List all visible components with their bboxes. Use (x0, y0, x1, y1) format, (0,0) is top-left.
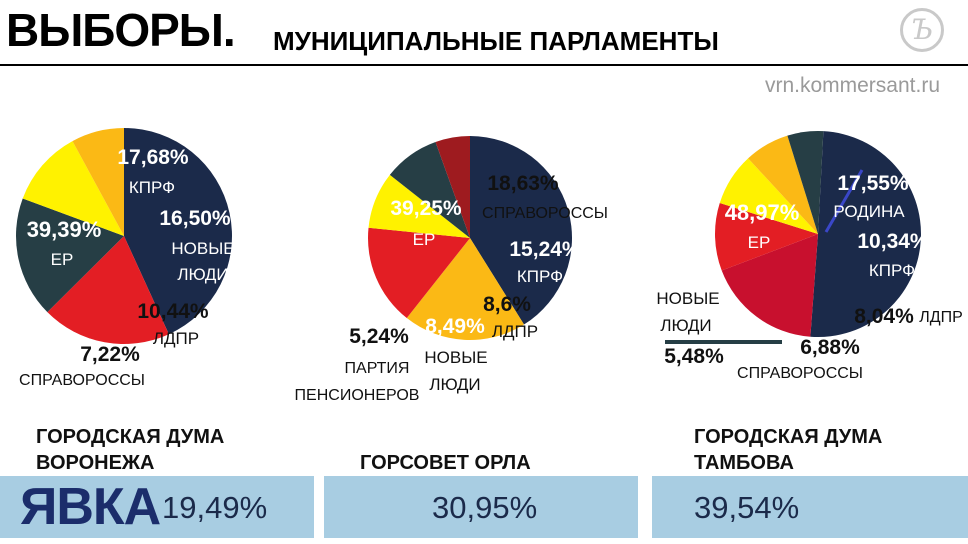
pie-slice-0-0 (124, 128, 232, 335)
tmb-kprf-name: КПРФ (869, 261, 915, 280)
pie-slice-0-1 (47, 236, 169, 344)
vrn-er-pct: 39,39% (27, 217, 102, 242)
vrn-np-name-1: НОВЫЕ (171, 239, 234, 258)
header-divider (0, 64, 968, 66)
pie-slice-1-5 (435, 136, 470, 238)
orel-pens-pct: 5,24% (349, 325, 409, 348)
pie-voronezh (16, 128, 232, 344)
pie-charts: 39,39% ЕР 17,68% КПРФ 16,50% НОВЫЕ ЛЮДИ … (16, 128, 963, 404)
page-title: ВЫБОРЫ. (6, 4, 236, 56)
pie-orel (368, 136, 572, 340)
pie-slice-0-2 (16, 198, 125, 313)
vrn-sr-name: СПРАВОРОССЫ (19, 372, 145, 389)
orel-np-name-2: ЛЮДИ (429, 375, 480, 394)
pie-slice-2-2 (714, 203, 818, 271)
pie-slice-1-1 (406, 238, 524, 340)
tmb-ldpr-name: ЛДПР (919, 309, 963, 326)
pie-slice-2-3 (719, 158, 818, 234)
pie-tambov (714, 131, 921, 337)
orel-np-name-1: НОВЫЕ (424, 348, 487, 367)
tmb-sr-name: СПРАВОРОССЫ (737, 365, 863, 382)
caption-tambov-line1: ГОРОДСКАЯ ДУМА (694, 426, 883, 448)
tmb-kprf-pct: 10,34% (857, 230, 929, 253)
pie-slice-1-4 (389, 142, 470, 238)
vrn-np-name-2: ЛЮДИ (177, 265, 228, 284)
turnout-bar-orel (324, 476, 638, 538)
vrn-ldpr-pct: 10,44% (137, 300, 209, 323)
vrn-kprf-name: КПРФ (129, 178, 175, 197)
tmb-sr-pct: 6,88% (800, 336, 860, 359)
turnout-bar-voronezh (0, 476, 314, 538)
orel-kprf-pct: 15,24% (509, 238, 581, 261)
turnout-value-orel: 30,95% (432, 490, 538, 525)
orel-er-pct: 39,25% (390, 197, 462, 220)
tmb-ldpr-pct: 8,04% (854, 305, 914, 328)
tmb-er-name: ЕР (748, 233, 771, 252)
pie-slice-1-0 (470, 136, 572, 325)
tmb-np-pct: 5,48% (664, 345, 724, 368)
orel-sr-pct: 18,63% (487, 172, 559, 195)
orel-sr-name: СПРАВОРОССЫ (482, 205, 608, 222)
caption-voronezh-line2: ВОРОНЕЖА (36, 452, 155, 474)
tmb-rodina-pct: 17,55% (837, 172, 909, 195)
tmb-er-pct: 48,97% (725, 200, 800, 225)
tmb-np-name-2: ЛЮДИ (660, 316, 711, 335)
turnout-value-tambov: 39,54% (694, 490, 800, 525)
vrn-np-pct: 16,50% (159, 207, 231, 230)
tmb-np-name-1: НОВЫЕ (656, 289, 719, 308)
orel-pens-name-1: ПАРТИЯ (345, 360, 410, 377)
orel-np-pct: 8,49% (425, 315, 485, 338)
turnout-bar-tambov (652, 476, 968, 538)
turnout-value-voronezh: 19,49% (162, 490, 268, 525)
orel-ldpr-pct: 8,6% (483, 293, 531, 316)
vrn-ldpr-name: ЛДПР (153, 329, 199, 348)
pie-slice-1-3 (368, 174, 470, 238)
orel-er-name: ЕР (413, 230, 436, 249)
kommersant-logo-icon: Ъ (900, 8, 944, 52)
pie-slice-2-1 (721, 234, 818, 337)
vrn-kprf-pct: 17,68% (117, 146, 189, 169)
caption-orel: ГОРСОВЕТ ОРЛА (360, 452, 531, 474)
vrn-sr-pct: 7,22% (80, 343, 140, 366)
turnout-label: ЯВКА (20, 478, 161, 536)
orel-pens-name-2: ПЕНСИОНЕРОВ (295, 387, 420, 404)
site-url: vrn.kommersant.ru (764, 74, 940, 97)
pie-slice-2-4 (748, 135, 818, 234)
pie-slice-0-4 (72, 128, 124, 236)
caption-tambov-line2: ТАМБОВА (694, 452, 794, 474)
orel-ldpr-name: ЛДПР (492, 322, 538, 341)
orel-kprf-name: КПРФ (517, 267, 563, 286)
leader-line-tmb-rodina (824, 169, 864, 233)
pie-slice-2-0 (810, 131, 921, 337)
pie-slice-2-5 (787, 131, 824, 234)
tmb-rodina-name: РОДИНА (833, 202, 905, 221)
page-subtitle: МУНИЦИПАЛЬНЫЕ ПАРЛАМЕНТЫ (273, 26, 719, 56)
pie-slice-0-3 (22, 141, 125, 236)
pie-slice-1-2 (368, 227, 470, 319)
vrn-er-name: ЕР (51, 250, 74, 269)
caption-voronezh-line1: ГОРОДСКАЯ ДУМА (36, 426, 225, 448)
